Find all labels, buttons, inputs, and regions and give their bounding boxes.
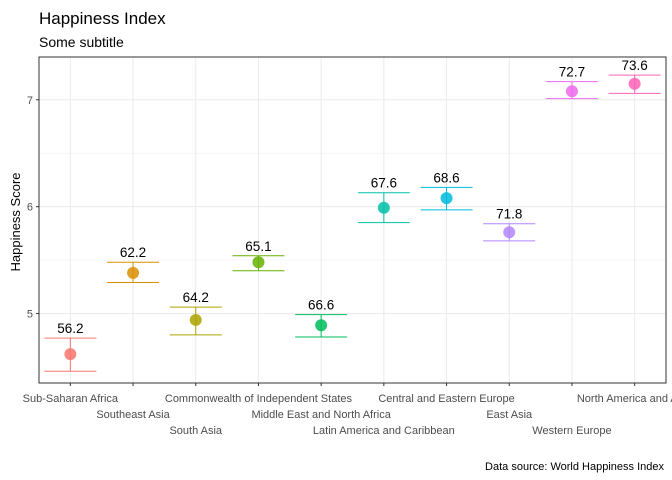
point-group: 64.2 [169,290,222,336]
x-tick-label: Latin America and Caribbean [313,425,455,437]
data-point [315,319,328,332]
point-group: 65.1 [232,239,285,272]
data-label: 71.8 [496,207,522,222]
data-point [440,192,453,205]
x-tick-label: Western Europe [532,425,611,437]
data-label: 67.6 [371,176,397,191]
plot-panel [38,56,667,384]
data-point [252,256,265,269]
point-group: 68.6 [420,170,473,211]
point-group: 67.6 [357,176,410,224]
x-tick-label: North America and ANZ [577,393,672,405]
data-label: 56.2 [57,321,83,336]
data-point [64,348,77,361]
gridlines [39,57,666,383]
data-point [377,201,390,214]
y-tick-label: 6 [27,202,33,214]
y-tick-label: 5 [27,309,33,321]
x-tick-label: South Asia [169,425,222,437]
point-group: 71.8 [483,207,536,242]
point-group: 62.2 [107,245,160,284]
data-label: 68.6 [433,170,459,185]
data-point [189,313,202,326]
data-point [503,226,516,239]
data-label: 62.2 [120,245,146,260]
y-axis: 5 6 7 [27,95,39,321]
chart-subtitle: Some subtitle [39,34,124,50]
data-point [628,77,641,90]
x-axis: Sub-Saharan Africa Southeast Asia South As… [23,383,672,437]
x-tick-label: Commonwealth of Independent States [165,393,353,405]
point-group: 72.7 [545,65,598,100]
data-label: 64.2 [183,290,209,305]
point-group: 66.6 [295,298,348,338]
y-axis-label: Happiness Score [8,173,23,272]
caption: Data source: World Happiness Index [485,461,664,473]
y-tick-label: 7 [27,95,33,107]
x-tick-label: East Asia [486,409,533,421]
point-group: 56.2 [44,321,97,372]
x-tick-label: Sub-Saharan Africa [23,393,119,405]
data-point [565,85,578,98]
x-tick-label: Middle East and North Africa [251,409,391,421]
x-tick-label: Southeast Asia [96,409,170,421]
data-point [127,266,140,279]
data-label: 73.6 [622,58,648,73]
x-tick-label: Central and Eastern Europe [378,393,514,405]
data-label: 72.7 [559,65,585,80]
data-label: 65.1 [245,239,271,254]
data-marks: 56.2 62.2 64.2 65.1 66.6 67.6 68.6 71.8 72.7 73.6 [44,58,661,372]
chart-title: Happiness Index [39,9,166,28]
data-label: 66.6 [308,298,334,313]
point-group: 73.6 [608,58,661,94]
